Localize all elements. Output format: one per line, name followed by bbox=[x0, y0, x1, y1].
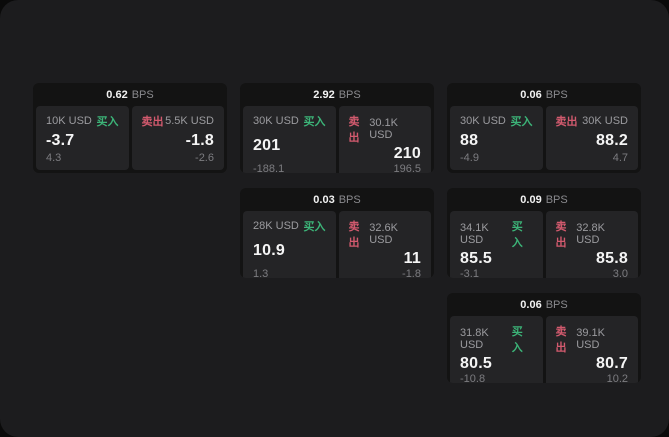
sell-price: 88.2 bbox=[596, 131, 628, 149]
sell-panel[interactable]: 卖出 32.6K USD 11 -1.8 bbox=[338, 211, 431, 278]
sell-price: 11 bbox=[403, 250, 421, 267]
buy-price: 88 bbox=[460, 131, 479, 149]
sell-price: 210 bbox=[393, 145, 421, 162]
sell-size: 32.6K USD bbox=[369, 222, 398, 246]
sell-size: 39.1K USD bbox=[576, 327, 605, 351]
sell-label: 卖出 bbox=[141, 116, 164, 128]
spread-value: 0.06 bbox=[520, 298, 542, 311]
buy-label: 买入 bbox=[96, 116, 119, 128]
buy-label: 买入 bbox=[511, 221, 523, 249]
spread-unit: BPS bbox=[338, 88, 361, 101]
sell-size: 30K USD bbox=[582, 115, 628, 127]
buy-size: 30K USD bbox=[460, 115, 506, 127]
quote-card: 0.06 BPS 30K USD 买入 88 -4.9 卖出 30K USD bbox=[447, 83, 641, 173]
buy-panel[interactable]: 30K USD 买入 88 -4.9 bbox=[450, 106, 543, 170]
spread-unit: BPS bbox=[545, 193, 568, 206]
buy-change: -4.9 bbox=[460, 152, 479, 164]
sell-panel[interactable]: 卖出 30.1K USD 210 196.5 bbox=[338, 106, 431, 173]
spread-value: 0.62 bbox=[106, 88, 128, 101]
buy-label: 买入 bbox=[303, 221, 326, 233]
buy-panel[interactable]: 30K USD 买入 201 -188.1 bbox=[243, 106, 336, 173]
buy-change: -10.8 bbox=[460, 373, 486, 383]
quote-card: 2.92 BPS 30K USD 买入 201 -188.1 卖出 30.1K … bbox=[240, 83, 434, 173]
sell-change: 3.0 bbox=[612, 268, 628, 278]
spread-header: 0.06 BPS bbox=[447, 83, 641, 106]
sell-label: 卖出 bbox=[348, 116, 360, 144]
sell-price: 80.7 bbox=[596, 355, 628, 372]
buy-size: 31.8K USD bbox=[460, 327, 489, 351]
buy-size: 30K USD bbox=[253, 115, 299, 127]
sell-panel[interactable]: 卖出 32.8K USD 85.8 3.0 bbox=[545, 211, 638, 278]
sell-label: 卖出 bbox=[555, 116, 578, 128]
sell-change: -2.6 bbox=[195, 152, 214, 164]
sell-change: 196.5 bbox=[393, 163, 421, 173]
quote-card: 0.06 BPS 31.8K USD 买入 80.5 -10.8 卖出 39.1… bbox=[447, 293, 641, 383]
buy-panel[interactable]: 28K USD 买入 10.9 1.3 bbox=[243, 211, 336, 278]
spread-value: 0.09 bbox=[520, 193, 542, 206]
buy-panel[interactable]: 31.8K USD 买入 80.5 -10.8 bbox=[450, 316, 543, 383]
buy-change: -188.1 bbox=[253, 163, 285, 173]
spread-unit: BPS bbox=[545, 298, 568, 311]
sell-label: 卖出 bbox=[555, 326, 567, 354]
buy-change: 1.3 bbox=[253, 268, 269, 278]
sell-label: 卖出 bbox=[555, 221, 567, 249]
spread-unit: BPS bbox=[338, 193, 361, 206]
buy-price: 10.9 bbox=[253, 242, 285, 259]
buy-label: 买入 bbox=[303, 116, 326, 128]
spread-value: 0.06 bbox=[520, 88, 542, 101]
buy-panel[interactable]: 34.1K USD 买入 85.5 -3.1 bbox=[450, 211, 543, 278]
quote-card-grid: 0.62 BPS 10K USD 买入 -3.7 4.3 卖出 5.5K USD bbox=[33, 83, 641, 383]
sell-change: -1.8 bbox=[402, 268, 421, 278]
spread-header: 2.92 BPS bbox=[240, 83, 434, 106]
buy-price: 201 bbox=[253, 137, 281, 154]
sell-size: 5.5K USD bbox=[165, 115, 214, 127]
spread-header: 0.06 BPS bbox=[447, 293, 641, 316]
sell-price: -1.8 bbox=[185, 131, 214, 149]
buy-size: 10K USD bbox=[46, 115, 92, 127]
sell-label: 卖出 bbox=[348, 221, 360, 249]
spread-header: 0.09 BPS bbox=[447, 188, 641, 211]
quote-card: 0.03 BPS 28K USD 买入 10.9 1.3 卖出 32.6K US… bbox=[240, 188, 434, 278]
spread-header: 0.62 BPS bbox=[33, 83, 227, 106]
sell-change: 4.7 bbox=[612, 152, 628, 164]
sell-panel[interactable]: 卖出 5.5K USD -1.8 -2.6 bbox=[131, 106, 224, 170]
buy-label: 买入 bbox=[511, 326, 523, 354]
buy-price: -3.7 bbox=[46, 131, 75, 149]
spread-unit: BPS bbox=[545, 88, 568, 101]
quote-card: 0.09 BPS 34.1K USD 买入 85.5 -3.1 卖出 32.8K… bbox=[447, 188, 641, 278]
spread-value: 0.03 bbox=[313, 193, 335, 206]
buy-price: 85.5 bbox=[460, 250, 492, 267]
buy-change: -3.1 bbox=[460, 268, 479, 278]
sell-price: 85.8 bbox=[596, 250, 628, 267]
buy-panel[interactable]: 10K USD 买入 -3.7 4.3 bbox=[36, 106, 129, 170]
buy-label: 买入 bbox=[510, 116, 533, 128]
quote-card: 0.62 BPS 10K USD 买入 -3.7 4.3 卖出 5.5K USD bbox=[33, 83, 227, 173]
buy-price: 80.5 bbox=[460, 355, 492, 372]
sell-change: 10.2 bbox=[606, 373, 628, 383]
sell-size: 32.8K USD bbox=[576, 222, 605, 246]
sell-panel[interactable]: 卖出 30K USD 88.2 4.7 bbox=[545, 106, 638, 170]
sell-panel[interactable]: 卖出 39.1K USD 80.7 10.2 bbox=[545, 316, 638, 383]
spread-header: 0.03 BPS bbox=[240, 188, 434, 211]
spread-unit: BPS bbox=[131, 88, 154, 101]
buy-size: 34.1K USD bbox=[460, 222, 489, 246]
sell-size: 30.1K USD bbox=[369, 117, 398, 141]
spread-value: 2.92 bbox=[313, 88, 335, 101]
buy-change: 4.3 bbox=[46, 152, 62, 164]
buy-size: 28K USD bbox=[253, 220, 299, 232]
